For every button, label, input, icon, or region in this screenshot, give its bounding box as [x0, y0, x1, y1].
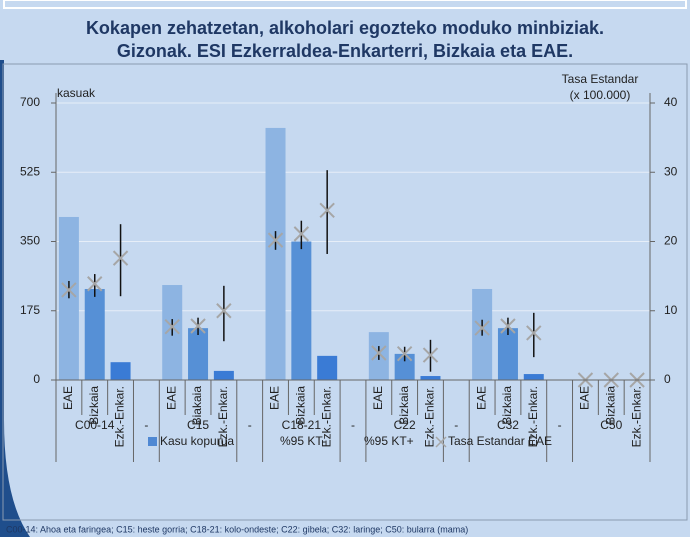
x-tick-label: EAE	[578, 386, 592, 410]
marker	[500, 318, 516, 334]
bar	[213, 370, 234, 380]
x-tick-label: EAE	[474, 386, 488, 410]
bar	[58, 216, 79, 380]
bar	[394, 353, 415, 380]
x-tick-label: Ezk.-Enkar.	[629, 386, 643, 447]
bar	[523, 374, 544, 380]
bar	[291, 241, 312, 380]
y2-axis-label: (x 100.000)	[570, 88, 631, 102]
group-label: C15	[187, 418, 209, 432]
marker	[371, 345, 387, 361]
chart-title: Kokapen zehatzetan, alkoholari egozteko …	[86, 18, 604, 38]
group-label: C18-21	[282, 418, 322, 432]
x-tick-label: Bizkaia	[397, 386, 411, 425]
marker	[526, 325, 542, 341]
legend-swatch	[148, 437, 157, 446]
group-label: -	[144, 418, 148, 432]
y-tick-label: 0	[33, 372, 40, 386]
bar	[110, 362, 131, 380]
x-tick-label: EAE	[371, 386, 385, 410]
x-tick-label: Bizkaia	[603, 386, 617, 425]
x-tick-label: EAE	[61, 386, 75, 410]
marker	[293, 226, 310, 242]
bar	[420, 376, 441, 380]
marker	[190, 318, 206, 334]
marker	[396, 345, 413, 362]
legend-label: Tasa Estandar EAE	[448, 434, 552, 448]
y2-tick-label: 0	[664, 372, 671, 386]
bar	[265, 127, 286, 381]
bar	[317, 355, 338, 380]
legend-label: %95 KT-	[280, 434, 326, 448]
marker	[87, 276, 103, 292]
footnote: C00-14: Ahoa eta faringea; C15: heste go…	[6, 524, 468, 534]
x-tick-label: EAE	[164, 386, 178, 410]
chart-title: Gizonak. ESI Ezkerraldea-Enkarterri, Biz…	[117, 41, 573, 61]
group-label: C32	[497, 418, 519, 432]
bar	[84, 288, 105, 380]
y2-tick-label: 30	[664, 164, 678, 178]
marker	[164, 318, 180, 335]
group-label: -	[558, 418, 562, 432]
x-tick-label: Ezk.-Enkar.	[526, 386, 540, 447]
y2-axis-label: Tasa Estandar	[562, 72, 639, 86]
legend-label: %95 KT+	[364, 434, 414, 448]
marker	[112, 250, 129, 266]
y2-tick-label: 40	[664, 95, 678, 109]
y-tick-label: 700	[20, 95, 40, 109]
marker	[474, 320, 490, 336]
y-tick-label: 525	[20, 164, 40, 178]
x-tick-label: Bizkaia	[87, 386, 101, 425]
y2-tick-label: 10	[664, 303, 678, 317]
marker	[61, 282, 77, 298]
x-tick-label: Ezk.-Enkar.	[216, 386, 230, 447]
bar	[497, 328, 518, 380]
x-tick-label: Bizkaia	[500, 386, 514, 425]
x-tick-label: Ezk.-Enkar.	[423, 386, 437, 447]
x-tick-label: Bizkaia	[294, 386, 308, 425]
group-label: C22	[394, 418, 416, 432]
x-tick-label: EAE	[268, 386, 282, 410]
marker	[319, 202, 335, 219]
y2-tick-label: 20	[664, 234, 678, 248]
y-tick-label: 175	[20, 303, 40, 317]
marker	[216, 303, 232, 319]
x-tick-label: Ezk.-Enkar.	[113, 386, 127, 447]
x-tick-label: Biakaia	[190, 386, 204, 426]
group-label: -	[248, 418, 252, 432]
legend-swatch	[435, 436, 447, 448]
legend-label: Kasu kopurua	[160, 434, 234, 448]
group-label: C00-14	[75, 418, 115, 432]
y-axis-label: kasuak	[57, 86, 96, 100]
marker	[422, 347, 439, 363]
group-label: -	[351, 418, 355, 432]
top-frame	[3, 0, 687, 9]
y-tick-label: 350	[20, 234, 40, 248]
bar	[188, 328, 209, 380]
group-label: -	[454, 418, 458, 432]
x-tick-label: Ezk.-Enkar.	[319, 386, 333, 447]
marker	[267, 232, 284, 248]
group-label: C50	[600, 418, 622, 432]
chart-frame	[2, 63, 688, 521]
